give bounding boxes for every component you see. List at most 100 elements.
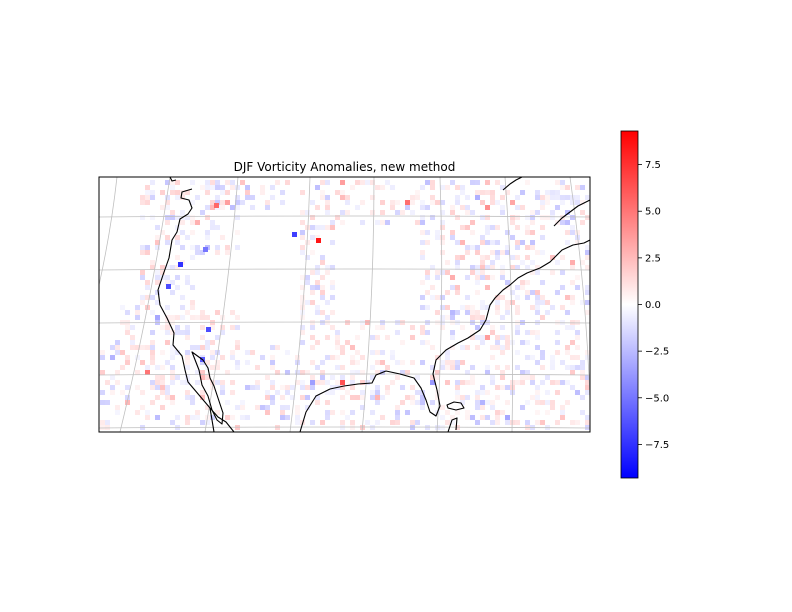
- anomaly-cell: [420, 185, 425, 190]
- anomaly-cell: [520, 190, 525, 195]
- anomaly-cell: [480, 415, 485, 420]
- anomaly-cell: [585, 355, 590, 360]
- anomaly-cell: [450, 360, 455, 365]
- anomaly-cell: [355, 350, 360, 355]
- anomaly-cell: [115, 410, 120, 415]
- anomaly-cell: [475, 275, 480, 280]
- anomaly-cell: [310, 225, 315, 230]
- anomaly-cell: [225, 180, 230, 185]
- anomaly-cell: [455, 410, 460, 415]
- anomaly-cell: [200, 345, 205, 350]
- anomaly-cell: [465, 395, 470, 400]
- anomaly-cell: [185, 420, 190, 425]
- anomaly-cell: [280, 200, 285, 205]
- anomaly-cell: [525, 245, 530, 250]
- anomaly-cell: [315, 380, 320, 385]
- anomaly-cell: [115, 405, 120, 410]
- colorbar-tick-label: −7.5: [645, 440, 669, 451]
- anomaly-cell: [395, 415, 400, 420]
- anomaly-cell: [260, 185, 265, 190]
- anomaly-cell: [315, 400, 320, 405]
- anomaly-cell: [130, 325, 135, 330]
- anomaly-cell: [370, 390, 375, 395]
- anomaly-cell: [495, 410, 500, 415]
- anomaly-cell: [185, 360, 190, 365]
- anomaly-cell: [425, 330, 430, 335]
- anomaly-cell: [310, 325, 315, 330]
- anomaly-cell: [550, 380, 555, 385]
- anomaly-cell: [560, 200, 565, 205]
- anomaly-cell: [485, 400, 490, 405]
- anomaly-cell: [505, 365, 510, 370]
- anomaly-cell: [455, 310, 460, 315]
- anomaly-cell: [180, 220, 185, 225]
- anomaly-cell: [475, 345, 480, 350]
- anomaly-cell: [140, 245, 145, 250]
- anomaly-cell: [570, 260, 575, 265]
- anomaly-cell: [490, 275, 495, 280]
- anomaly-cell: [540, 300, 545, 305]
- anomaly-cell: [230, 180, 235, 185]
- anomaly-cell: [340, 380, 345, 385]
- colorbar-tick-label: 0.0: [645, 300, 661, 311]
- anomaly-cell: [575, 335, 580, 340]
- anomaly-cell: [140, 215, 145, 220]
- anomaly-cell: [415, 420, 420, 425]
- anomaly-cell: [375, 395, 380, 400]
- anomaly-cell: [575, 185, 580, 190]
- anomaly-cell: [300, 300, 305, 305]
- anomaly-cell: [560, 195, 565, 200]
- anomaly-cell: [325, 205, 330, 210]
- anomaly-cell: [235, 405, 240, 410]
- anomaly-cell: [375, 350, 380, 355]
- anomaly-cell: [230, 380, 235, 385]
- anomaly-cell: [350, 395, 355, 400]
- anomaly-cell: [185, 310, 190, 315]
- anomaly-cell: [160, 365, 165, 370]
- anomaly-cell: [470, 210, 475, 215]
- anomaly-cell: [165, 240, 170, 245]
- anomaly-cell: [205, 235, 210, 240]
- anomaly-cell: [245, 385, 250, 390]
- anomaly-cell: [170, 185, 175, 190]
- anomaly-cell: [530, 305, 535, 310]
- anomaly-cell: [460, 360, 465, 365]
- anomaly-cell: [240, 180, 245, 185]
- anomaly-cell: [535, 295, 540, 300]
- anomaly-cell: [540, 380, 545, 385]
- anomaly-cell: [350, 375, 355, 380]
- anomaly-cell: [195, 250, 200, 255]
- anomaly-cell: [540, 205, 545, 210]
- anomaly-cell: [535, 360, 540, 365]
- anomaly-cell: [330, 220, 335, 225]
- anomaly-cell: [490, 195, 495, 200]
- anomaly-cell: [310, 375, 315, 380]
- anomaly-cell: [200, 420, 205, 425]
- anomaly-cell: [515, 240, 520, 245]
- anomaly-cell: [135, 315, 140, 320]
- anomaly-cell-extreme: [214, 203, 219, 208]
- anomaly-cell: [455, 380, 460, 385]
- anomaly-cell: [170, 420, 175, 425]
- anomaly-cell: [580, 410, 585, 415]
- anomaly-cell: [195, 220, 200, 225]
- anomaly-cell: [150, 195, 155, 200]
- anomaly-cell: [395, 420, 400, 425]
- anomaly-cell: [475, 250, 480, 255]
- anomaly-cell: [320, 320, 325, 325]
- anomaly-cell: [370, 350, 375, 355]
- anomaly-cell: [545, 200, 550, 205]
- anomaly-cell: [300, 230, 305, 235]
- anomaly-cell: [485, 390, 490, 395]
- anomaly-cell: [565, 220, 570, 225]
- anomaly-cell: [340, 375, 345, 380]
- anomaly-cell: [495, 200, 500, 205]
- anomaly-cell: [455, 360, 460, 365]
- anomaly-cell: [455, 260, 460, 265]
- anomaly-cell: [520, 285, 525, 290]
- anomaly-cell: [440, 365, 445, 370]
- anomaly-cell: [245, 185, 250, 190]
- anomaly-cell: [255, 385, 260, 390]
- anomaly-cell: [150, 355, 155, 360]
- anomaly-cell: [585, 300, 590, 305]
